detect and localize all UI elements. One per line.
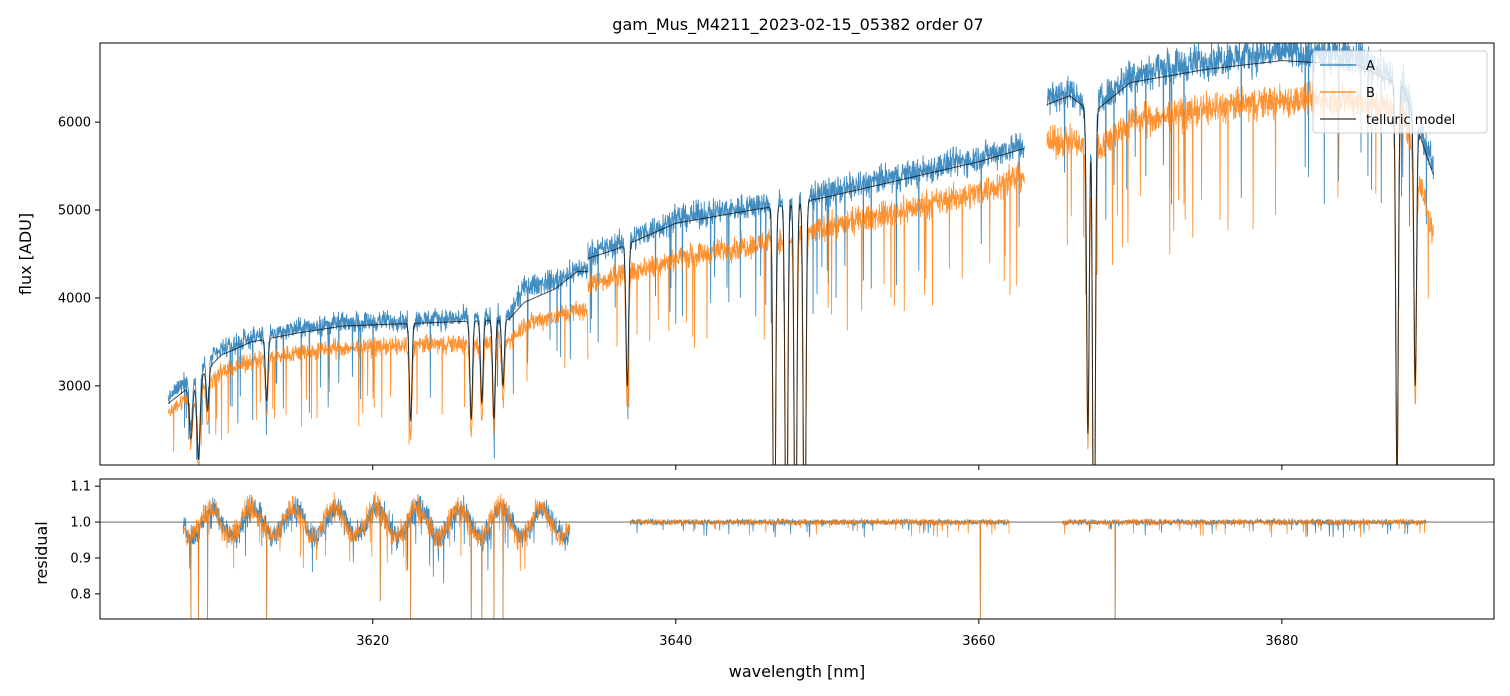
flux-line-telluric-model-segment-0 xyxy=(167,271,588,460)
x-tick-label: 3680 xyxy=(1265,634,1298,649)
flux-x-ticks xyxy=(372,465,1283,470)
flux-line-b-segment-0 xyxy=(167,300,589,465)
legend-label-model: telluric model xyxy=(1366,113,1455,128)
legend: A B telluric model xyxy=(1312,50,1488,134)
x-tick-label: 3660 xyxy=(962,634,995,649)
flux-y-tick-label: 4000 xyxy=(58,291,91,306)
x-axis-label: wavelength [nm] xyxy=(729,662,866,681)
flux-line-telluric-model-segment-1 xyxy=(587,148,1025,465)
residual-y-tick-label: 0.9 xyxy=(70,551,91,566)
x-tick-label: 3640 xyxy=(659,634,692,649)
residual-y-tick-label: 1.0 xyxy=(70,516,91,531)
flux-line-a-segment-0 xyxy=(167,259,589,461)
legend-label-b: B xyxy=(1366,86,1375,101)
residual-line-b-segment-1 xyxy=(629,517,1010,619)
flux-panel-frame xyxy=(99,42,1495,466)
residual-line-b-segment-2 xyxy=(1061,518,1426,619)
flux-y-axis-label: flux [ADU] xyxy=(16,213,35,295)
residual-series-group xyxy=(100,491,1494,619)
flux-y-tick-label: 5000 xyxy=(58,204,91,219)
residual-y-axis-label: residual xyxy=(32,521,51,584)
chart-title: gam_Mus_M4211_2023-02-15_05382 order 07 xyxy=(612,15,983,35)
residual-line-a-segment-2 xyxy=(1061,517,1427,619)
residual-y-ticks: 0.8 0.9 1.0 1.1 xyxy=(70,480,100,602)
flux-y-tick-label: 3000 xyxy=(58,379,91,394)
flux-line-b-segment-2 xyxy=(1046,81,1434,465)
flux-y-ticks: 3000 4000 5000 6000 xyxy=(58,116,100,394)
legend-label-a: A xyxy=(1366,59,1375,74)
residual-x-ticks: 3620 3640 3660 3680 xyxy=(356,619,1298,649)
residual-line-a-segment-1 xyxy=(629,517,1010,619)
flux-y-tick-label: 6000 xyxy=(58,116,91,131)
x-tick-label: 3620 xyxy=(356,634,389,649)
legend-box xyxy=(1312,50,1488,134)
flux-panel: 3000 4000 5000 6000 flux [ADU] A B telluric… xyxy=(16,42,1495,470)
residual-panel-frame xyxy=(99,478,1495,620)
residual-line-b-segment-0 xyxy=(182,491,571,619)
residual-y-tick-label: 0.8 xyxy=(70,587,91,602)
residual-panel: 0.8 0.9 1.0 1.1 3620 3640 3660 3680 residual w… xyxy=(32,478,1495,681)
residual-y-tick-label: 1.1 xyxy=(70,480,91,495)
